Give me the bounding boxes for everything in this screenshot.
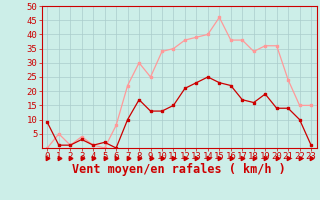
X-axis label: Vent moyen/en rafales ( km/h ): Vent moyen/en rafales ( km/h ) bbox=[72, 163, 286, 176]
